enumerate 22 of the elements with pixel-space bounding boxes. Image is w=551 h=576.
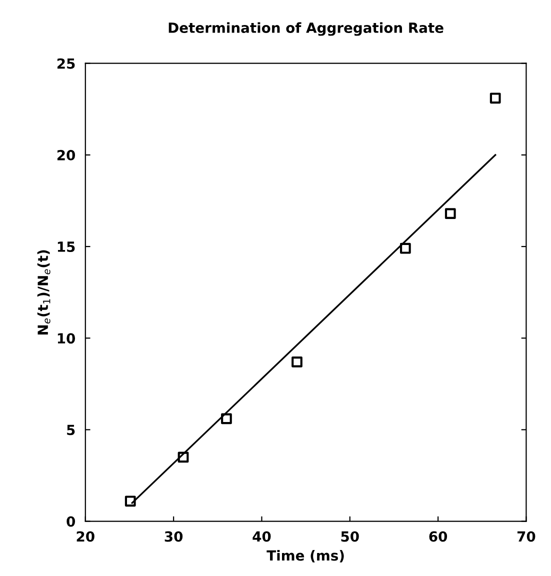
chart-title: Determination of Aggregation Rate	[168, 22, 444, 36]
x-tick-label: 30	[164, 531, 183, 542]
x-tick-label: 70	[517, 531, 536, 542]
point	[124, 496, 136, 507]
y-tick-label: 15	[58, 242, 75, 252]
y-tick-label: 10	[58, 333, 76, 344]
point	[490, 92, 501, 104]
x-axis-title: Time (ms)	[266, 550, 344, 562]
y-tick-label: 0	[66, 516, 76, 527]
y-axis-title: N$_{e}$(t$_{1}$)/N$_{e}$(t)	[37, 250, 50, 334]
point	[400, 242, 411, 254]
y-tick-label: 20	[57, 150, 76, 160]
y-tick-label: 5	[67, 424, 75, 436]
x-tick-label: 40	[252, 531, 271, 542]
point	[221, 413, 232, 424]
x-tick-label: 50	[341, 531, 359, 542]
y-tick-label: 25	[57, 58, 75, 69]
x-tick-label: 20	[76, 531, 94, 542]
x-tick-label: 60	[429, 531, 448, 542]
point	[444, 208, 456, 219]
point	[292, 356, 302, 368]
point	[178, 452, 189, 463]
